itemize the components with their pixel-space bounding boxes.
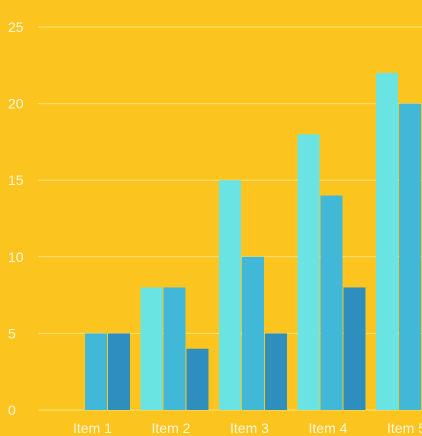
- bar-series-3-item-3: [265, 333, 287, 410]
- bar-series-2-item-5: [399, 103, 421, 410]
- bar-series-1-item-5: [376, 72, 398, 411]
- y-tick-label: 5: [8, 325, 16, 341]
- x-category-label: Item 5: [387, 420, 422, 436]
- bar-series-1-item-3: [219, 180, 241, 410]
- x-category-label: Item 2: [152, 420, 191, 436]
- bar-series-1-item-4: [297, 134, 320, 411]
- y-tick-label: 15: [8, 172, 24, 188]
- bar-series-2-item-4: [320, 195, 343, 410]
- y-tick-label: 10: [8, 249, 24, 265]
- y-tick-label: 20: [8, 96, 24, 112]
- x-category-label: Item 1: [73, 420, 112, 436]
- x-category-label: Item 4: [309, 420, 348, 436]
- bar-series-3-item-2: [186, 348, 209, 410]
- x-category-label: Item 3: [230, 420, 269, 436]
- bar-series-2-item-2: [163, 287, 186, 410]
- bar-series-1-item-2: [140, 287, 163, 410]
- bars: [85, 72, 421, 411]
- y-axis-tick-labels: 0 5 10 15 20 25: [8, 19, 24, 418]
- bar-series-3-item-1: [108, 333, 130, 410]
- bar-series-2-item-1: [85, 333, 107, 410]
- y-tick-label: 25: [8, 19, 24, 35]
- bar-series-2-item-3: [242, 256, 264, 410]
- y-tick-label: 0: [8, 402, 16, 418]
- x-axis-category-labels: Item 1 Item 2 Item 3 Item 4 Item 5: [73, 420, 422, 436]
- bar-series-3-item-4: [343, 287, 366, 410]
